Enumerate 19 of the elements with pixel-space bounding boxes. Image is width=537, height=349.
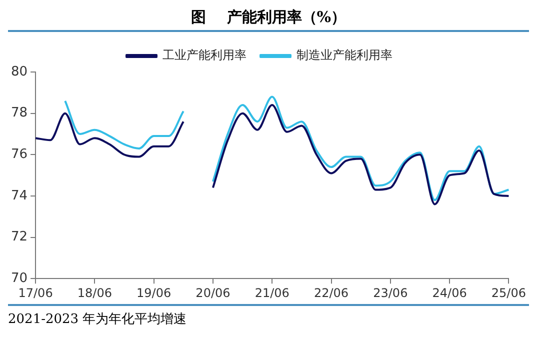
y-tick-label: 80 bbox=[10, 64, 28, 80]
x-tick-label: 25/06 bbox=[491, 286, 526, 300]
y-tick-label: 70 bbox=[10, 270, 28, 286]
legend-label: 工业产能利用率 bbox=[162, 48, 246, 62]
y-tick-label: 76 bbox=[10, 147, 28, 162]
legend-label: 制造业产能利用率 bbox=[296, 48, 392, 62]
x-tick-label: 24/06 bbox=[432, 286, 467, 300]
x-tick-label: 22/06 bbox=[314, 286, 349, 300]
x-tick-label: 17/06 bbox=[18, 286, 53, 300]
y-tick-label: 74 bbox=[10, 188, 28, 204]
x-tick-label: 20/06 bbox=[196, 286, 230, 300]
x-tick-label: 21/06 bbox=[254, 286, 290, 300]
text: 2021-2023 年为年化平均增速 bbox=[8, 311, 188, 328]
y-tick-label: 78 bbox=[10, 106, 28, 121]
y-tick-label: 72 bbox=[10, 230, 28, 245]
x-tick-label: 23/06 bbox=[373, 286, 408, 300]
x-tick-label: 18/06 bbox=[77, 286, 112, 300]
x-tick-label: 19/06 bbox=[136, 286, 172, 300]
chart-title: 图 产能利用率（%） bbox=[8, 8, 529, 32]
